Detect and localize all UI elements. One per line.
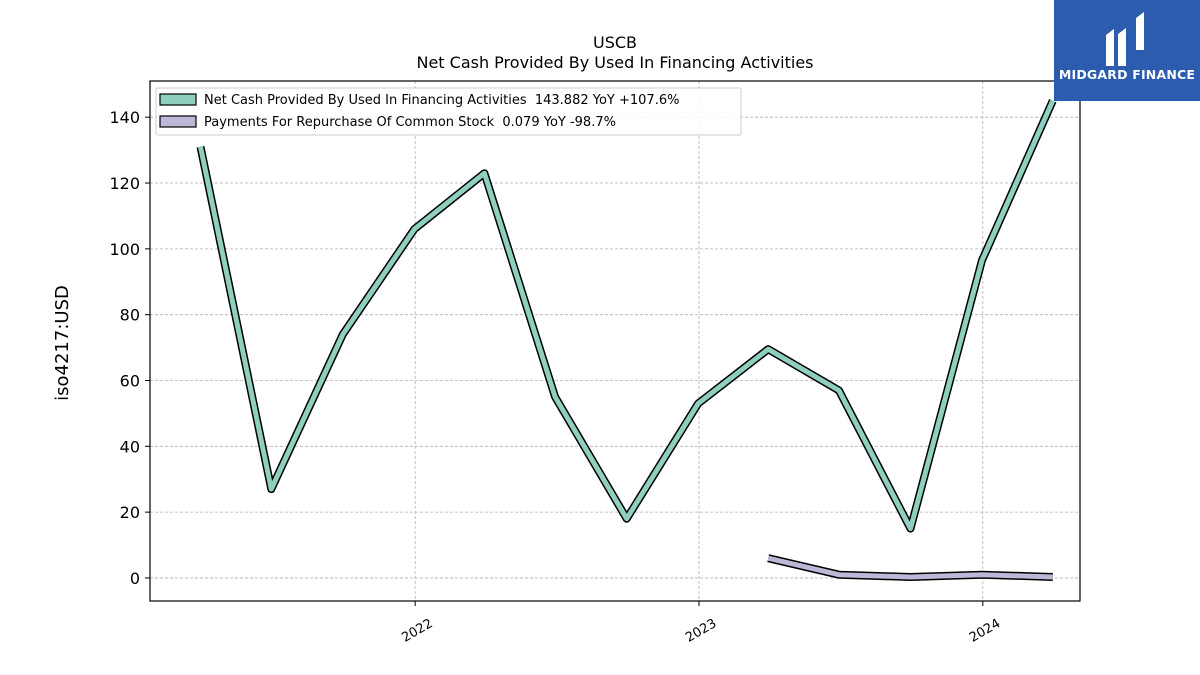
- legend-label-financing: Net Cash Provided By Used In Financing A…: [204, 93, 679, 108]
- legend-box: [155, 87, 742, 136]
- axis-ticks: 0 20 40 60 80 100 120 140 2022 2023 2024: [109, 108, 1003, 646]
- y-tick-label: 80: [120, 306, 140, 325]
- y-tick-label: 100: [109, 240, 140, 259]
- legend-label-repurchase: Payments For Repurchase Of Common Stock …: [204, 115, 616, 130]
- grid: [150, 81, 1080, 601]
- y-tick-label: 120: [109, 174, 140, 193]
- x-tick-label: 2022: [399, 616, 435, 646]
- legend-swatch-repurchase: [159, 115, 197, 128]
- y-tick-label: 140: [109, 108, 140, 127]
- x-tick-label: 2023: [683, 616, 719, 646]
- y-tick-label: 40: [120, 437, 140, 456]
- series-line-1: [767, 555, 1053, 580]
- brand-logo-text: MIDGARD FINANCE: [1058, 67, 1196, 82]
- series-layer: [196, 99, 1057, 581]
- chart-title: USCB: [593, 33, 637, 52]
- y-tick-label: 20: [120, 503, 140, 522]
- brand-logo: MIDGARD FINANCE: [1054, 0, 1200, 101]
- brand-logo-icon: [1106, 12, 1144, 66]
- series-line-0: [198, 99, 1056, 532]
- x-tick-label: 2024: [967, 616, 1003, 646]
- legend-swatch-financing: [159, 93, 197, 106]
- plot-frame: [149, 80, 1081, 602]
- y-axis-label: iso4217:USD: [52, 285, 73, 401]
- y-tick-label: 0: [130, 569, 140, 588]
- y-tick-label: 60: [120, 371, 140, 390]
- legend: Net Cash Provided By Used In Financing A…: [155, 87, 742, 136]
- chart-subtitle: Net Cash Provided By Used In Financing A…: [416, 53, 813, 72]
